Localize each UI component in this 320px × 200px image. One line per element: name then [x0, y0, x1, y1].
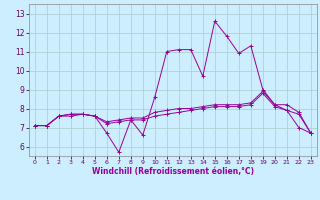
X-axis label: Windchill (Refroidissement éolien,°C): Windchill (Refroidissement éolien,°C) [92, 167, 254, 176]
